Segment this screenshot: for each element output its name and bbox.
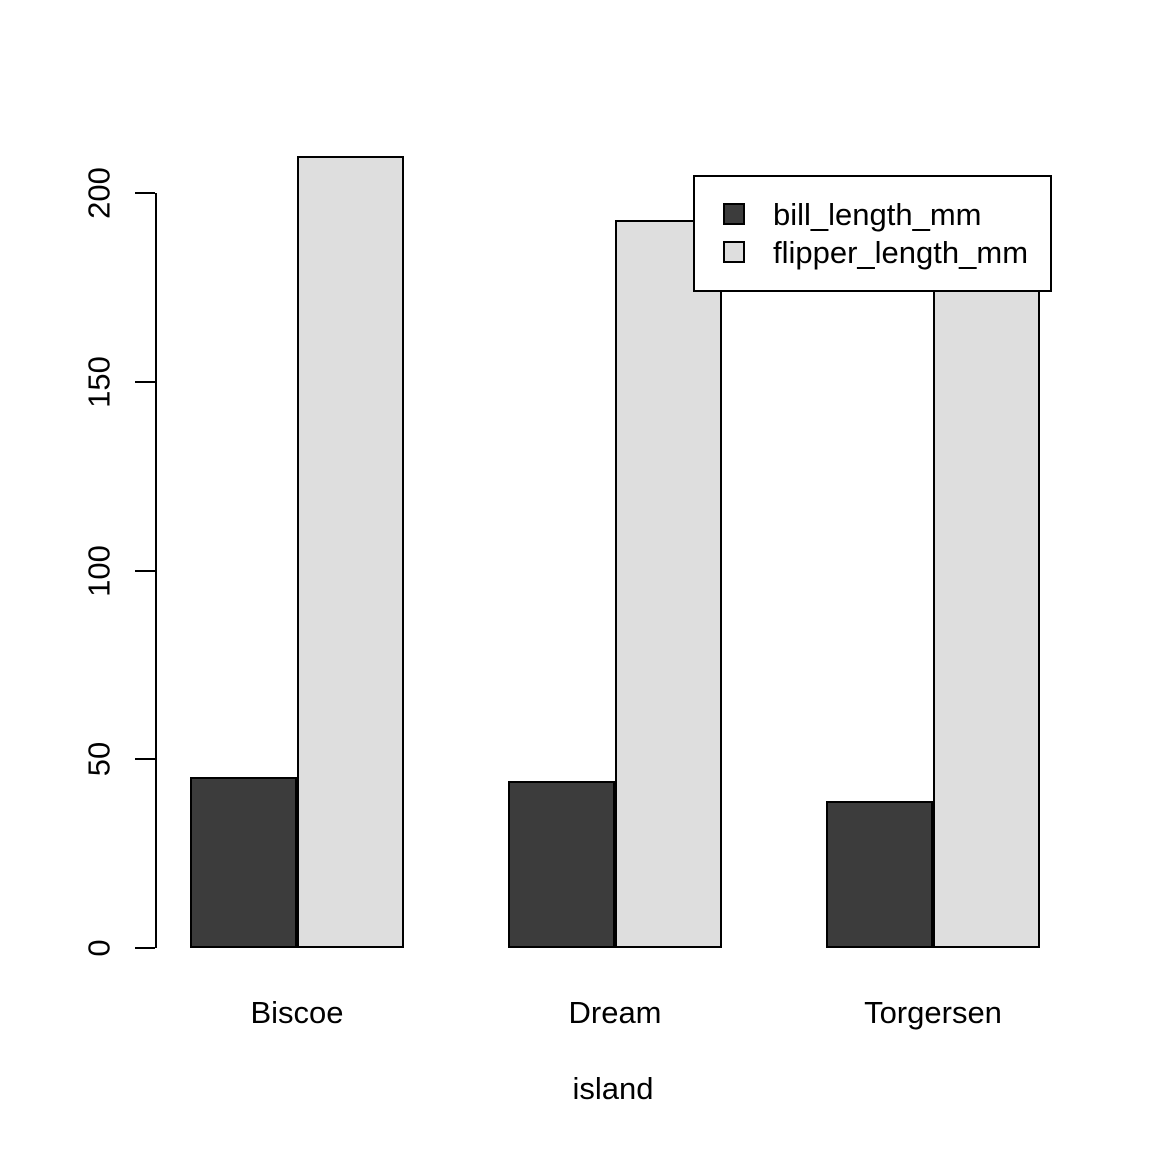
x-axis-category-label: Dream — [568, 995, 662, 1030]
legend-label: bill_length_mm — [773, 196, 982, 232]
legend-row: bill_length_mm — [723, 195, 1050, 233]
y-axis-tick — [135, 947, 155, 949]
y-axis-tick-label: 100 — [81, 544, 117, 597]
y-axis-tick-label: 200 — [81, 167, 117, 219]
y-axis-tick-label: 0 — [81, 939, 117, 957]
y-axis-tick — [135, 380, 155, 383]
legend: bill_length_mm flipper_length_mm — [693, 175, 1052, 292]
legend-label: flipper_length_mm — [773, 234, 1029, 270]
y-axis-tick — [135, 192, 155, 194]
legend-swatch-icon — [723, 241, 745, 263]
bar-bill_length_mm-torgersen — [826, 801, 933, 948]
x-axis-title: island — [572, 1071, 654, 1106]
bar-flipper_length_mm-dream — [615, 219, 722, 948]
y-axis-line — [155, 193, 157, 948]
legend-row: flipper_length_mm — [723, 233, 1050, 271]
y-axis-tick — [135, 758, 155, 761]
bar-flipper_length_mm-torgersen — [933, 226, 1040, 948]
y-axis-tick — [135, 569, 155, 572]
y-axis-tick-label: 150 — [81, 355, 117, 408]
bar-bill_length_mm-dream — [508, 781, 615, 948]
bar-flipper_length_mm-biscoe — [297, 156, 404, 948]
y-axis-tick-label: 50 — [81, 742, 117, 777]
bar-bill_length_mm-biscoe — [190, 776, 297, 948]
legend-swatch-icon — [723, 203, 745, 225]
x-axis-category-label: Torgersen — [864, 995, 1002, 1030]
x-axis-category-label: Biscoe — [250, 995, 344, 1030]
